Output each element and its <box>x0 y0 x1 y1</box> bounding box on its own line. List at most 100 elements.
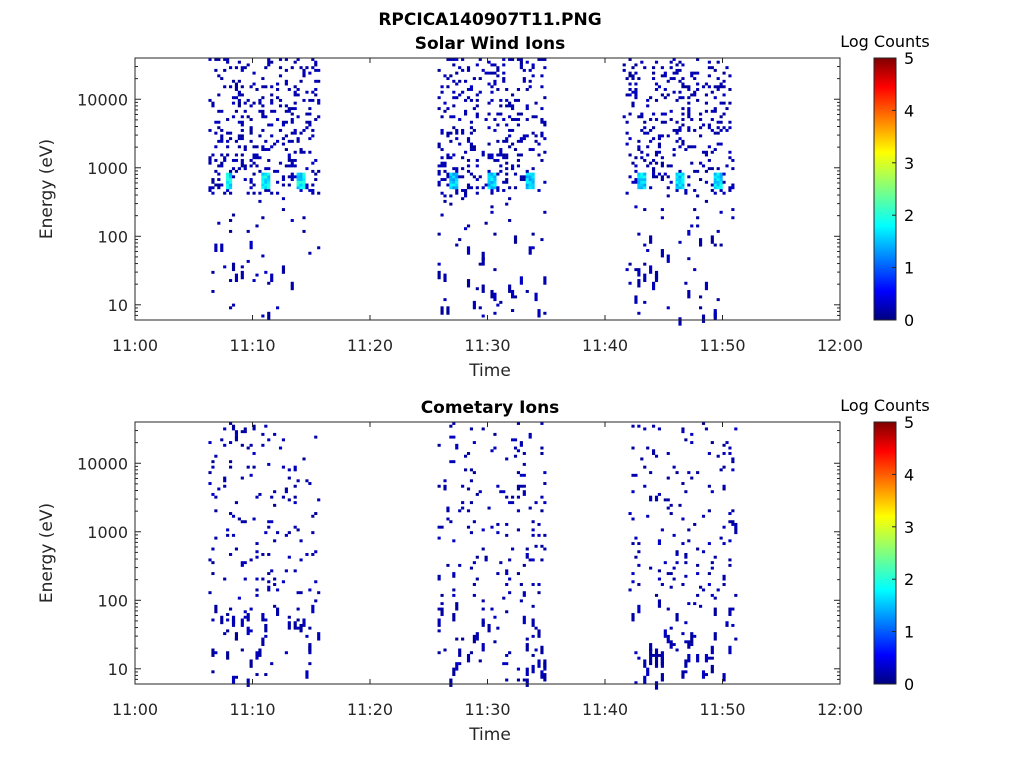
spectrogram-area <box>208 422 738 690</box>
count-cell <box>704 199 709 203</box>
count-cell <box>261 112 265 116</box>
count-cell <box>261 637 265 646</box>
count-cell <box>731 183 735 187</box>
count-cell <box>681 85 685 89</box>
count-cell <box>290 281 294 291</box>
count-cell <box>267 438 271 442</box>
count-cell <box>299 79 303 83</box>
count-cell <box>234 158 239 162</box>
count-cell <box>296 115 300 119</box>
count-cell <box>707 484 711 488</box>
count-cell <box>722 101 726 105</box>
count-cell <box>522 490 526 494</box>
count-cell <box>537 591 541 595</box>
count-cell <box>646 164 650 168</box>
count-cell <box>220 109 224 113</box>
count-cell <box>226 528 230 532</box>
count-cell <box>443 199 447 203</box>
count-cell <box>317 632 321 641</box>
count-cell <box>701 422 706 425</box>
count-cell <box>314 172 318 176</box>
count-cell <box>449 139 453 143</box>
count-cell <box>628 58 632 61</box>
count-cell <box>508 197 512 201</box>
count-cell <box>475 93 479 97</box>
count-cell <box>261 183 265 187</box>
count-cell <box>264 167 268 171</box>
count-cell <box>255 273 259 277</box>
count-cell <box>731 509 735 513</box>
count-cell <box>499 169 503 173</box>
count-cell <box>267 553 271 556</box>
count-cell <box>684 670 688 674</box>
count-cell <box>531 558 535 562</box>
count-cell <box>267 167 271 171</box>
count-cell <box>719 85 723 89</box>
count-cell <box>287 107 291 111</box>
count-cell <box>710 235 714 244</box>
x-axis-ticks: 11:00 11:10 11:20 11:30 11:40 11:50 12:00 <box>112 422 863 719</box>
count-cell <box>243 577 247 581</box>
count-cell <box>637 186 641 190</box>
count-cell <box>728 558 732 562</box>
count-cell <box>264 172 268 176</box>
count-cell <box>516 88 521 91</box>
count-cell <box>276 88 280 91</box>
count-cell <box>722 79 726 83</box>
count-cell <box>469 126 474 130</box>
count-cell <box>669 164 673 168</box>
count-cell <box>640 178 644 182</box>
count-cell <box>261 77 265 81</box>
count-cell <box>531 115 535 119</box>
count-cell <box>308 98 312 102</box>
count-cell <box>449 520 453 524</box>
count-cell <box>625 142 629 146</box>
count-cell <box>317 79 321 83</box>
count-cell <box>531 186 535 190</box>
count-cell <box>314 580 318 584</box>
count-cell <box>534 101 538 105</box>
count-cell <box>493 432 497 436</box>
count-cell <box>211 180 215 184</box>
count-cell <box>681 123 685 127</box>
count-cell <box>311 604 315 614</box>
count-cell <box>452 435 456 439</box>
count-cell <box>223 265 227 269</box>
count-cell <box>643 180 647 184</box>
count-cell <box>229 175 233 179</box>
count-cell <box>640 128 644 132</box>
colorbar-label: Log Counts <box>840 396 930 415</box>
count-cell <box>696 58 700 61</box>
count-cell <box>255 542 259 546</box>
count-cell <box>678 145 682 149</box>
count-cell <box>710 189 714 192</box>
count-cell <box>255 224 259 228</box>
count-cell <box>693 522 697 526</box>
count-cell <box>469 98 474 102</box>
count-cell <box>505 495 509 499</box>
count-cell <box>452 588 456 592</box>
count-cell <box>296 178 300 182</box>
count-cell <box>278 74 283 78</box>
count-cell <box>719 210 723 214</box>
count-cell <box>305 66 309 70</box>
count-cell <box>634 71 638 75</box>
count-cell <box>240 128 244 132</box>
count-cell <box>652 66 656 70</box>
count-cell <box>531 131 535 135</box>
count-cell <box>484 183 488 187</box>
count-cell <box>687 145 691 149</box>
count-cell <box>643 427 647 431</box>
count-cell <box>505 137 509 141</box>
count-cell <box>452 126 456 130</box>
count-cell <box>443 109 447 113</box>
count-cell <box>208 158 212 162</box>
count-cell <box>722 574 726 578</box>
count-cell <box>728 446 732 450</box>
count-cell <box>637 583 641 586</box>
count-cell <box>519 66 523 70</box>
count-cell <box>710 167 714 171</box>
count-cell <box>475 158 479 162</box>
count-cell <box>675 175 679 179</box>
count-cell <box>299 172 303 176</box>
